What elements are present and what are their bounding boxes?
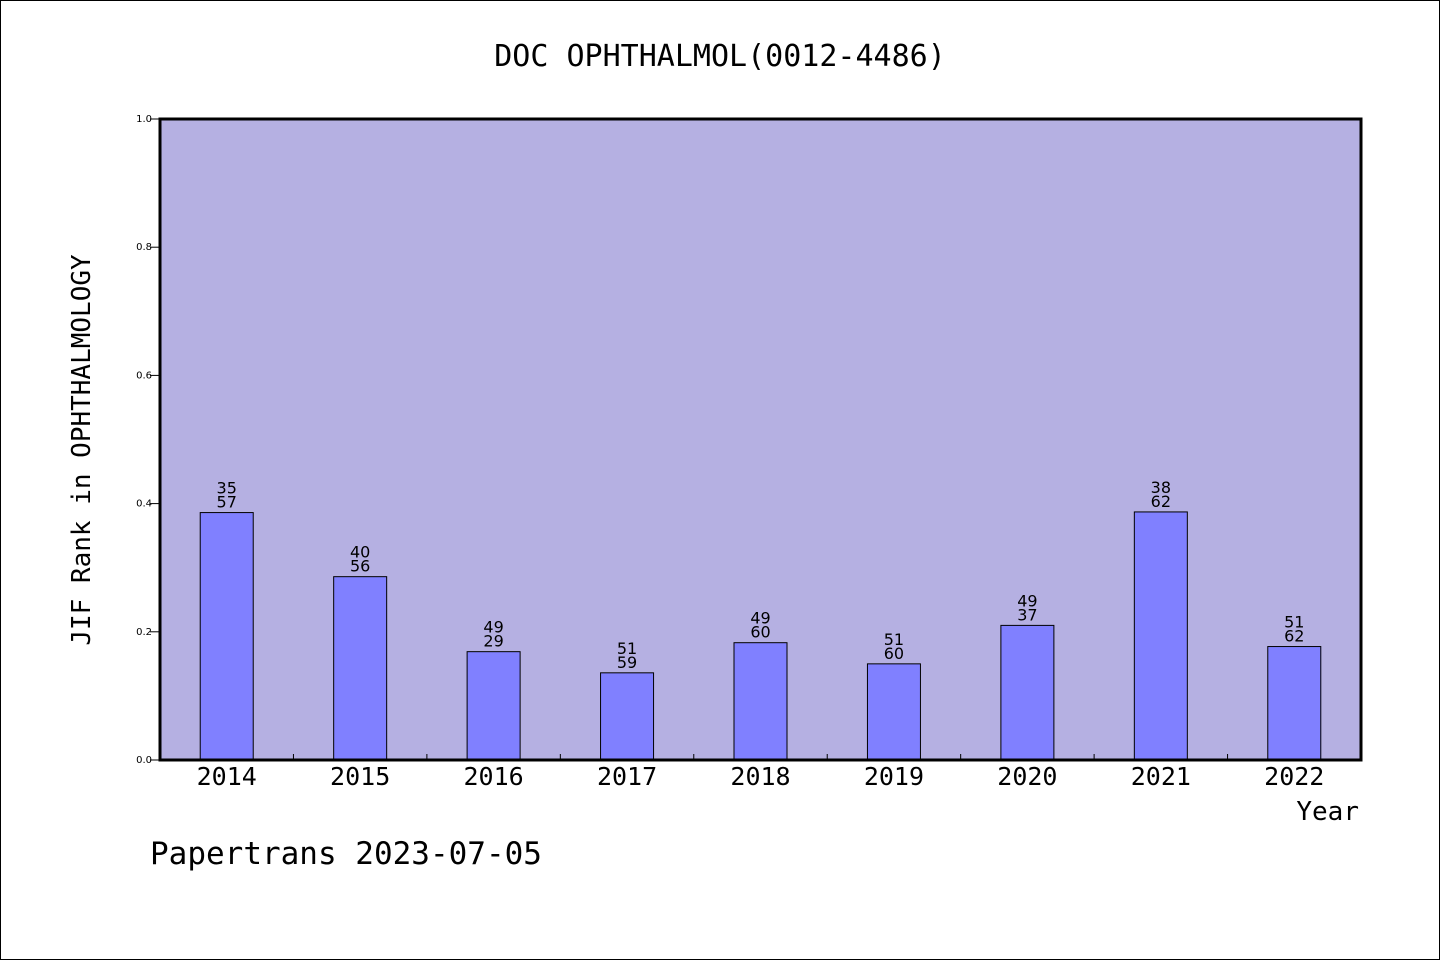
- bar-label-denominator: 60: [750, 623, 770, 642]
- x-tick-label: 2017: [597, 762, 657, 791]
- bar: [466, 651, 521, 761]
- y-tick-label: 1.0: [136, 114, 152, 125]
- bar-label-numerator: 51: [884, 630, 904, 649]
- bar-label-denominator: 62: [1151, 492, 1171, 511]
- bar: [199, 512, 254, 761]
- bar-label-denominator: 59: [617, 653, 637, 672]
- y-tick-label: 0.0: [136, 755, 152, 766]
- bar-label-numerator: 51: [617, 639, 637, 658]
- bar: [600, 672, 655, 761]
- bar-label-numerator: 49: [750, 609, 770, 628]
- bar-label-numerator: 49: [1017, 591, 1037, 610]
- chart-title: DOC OPHTHALMOL(0012-4486): [494, 39, 946, 74]
- bar-label-numerator: 49: [483, 618, 503, 637]
- y-tick-label: 0.8: [136, 242, 152, 253]
- bar-label-denominator: 37: [1017, 605, 1037, 624]
- plot-border: [158, 117, 1363, 762]
- x-tick-label: 2015: [330, 762, 390, 791]
- x-tick-label: 2022: [1264, 762, 1324, 791]
- x-tick-label: 2020: [997, 762, 1057, 791]
- bar-label-denominator: 29: [483, 632, 503, 651]
- y-tick-label: 0.6: [136, 370, 152, 381]
- x-axis: 2014 2015 2016 2017 2018 2019 2020 2021 2022: [158, 117, 1363, 791]
- bar-label-denominator: 62: [1284, 627, 1304, 646]
- x-tick-label: 2014: [197, 762, 257, 791]
- y-axis: 0.0 0.2 0.4 0.6 0.8 1.0: [136, 114, 160, 766]
- x-tick-label: 2019: [864, 762, 924, 791]
- y-tick-label: 0.2: [136, 627, 152, 638]
- y-tick-label: 0.4: [136, 499, 152, 510]
- x-tick-label: 2018: [730, 762, 790, 791]
- bar: [733, 642, 788, 761]
- bar-label-denominator: 56: [350, 557, 370, 576]
- bar-label-numerator: 38: [1151, 478, 1171, 497]
- bar: [1267, 646, 1322, 761]
- bar: [866, 663, 921, 761]
- bar-label-numerator: 35: [217, 479, 237, 498]
- bar-label-numerator: 40: [350, 543, 370, 562]
- bar-label-denominator: 60: [884, 644, 904, 663]
- bar: [333, 576, 388, 761]
- x-axis-label: Year: [1296, 797, 1359, 827]
- bar: [1133, 511, 1188, 761]
- x-tick-label: 2016: [464, 762, 524, 791]
- bar: [1000, 624, 1055, 761]
- x-tick-label: 2021: [1131, 762, 1191, 791]
- bar-label-denominator: 57: [217, 493, 237, 512]
- footer-credit: Papertrans 2023-07-05: [150, 836, 542, 872]
- bar-label-numerator: 51: [1284, 613, 1304, 632]
- y-axis-label: JIF Rank in OPHTHALMOLOGY: [67, 254, 97, 646]
